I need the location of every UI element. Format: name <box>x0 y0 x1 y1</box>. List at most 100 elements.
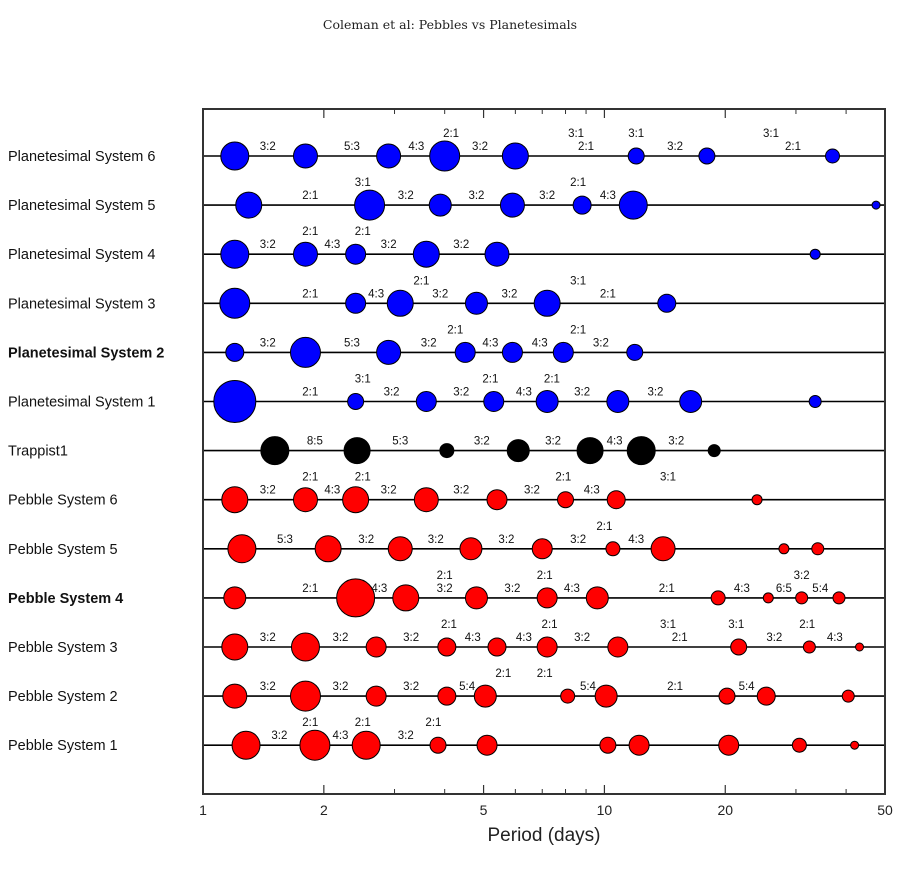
planet-marker <box>832 591 846 605</box>
planet-marker <box>476 734 498 756</box>
resonance-label: 3:2 <box>647 387 663 399</box>
resonance-label: 2:1 <box>570 324 586 336</box>
resonance-label: 4:3 <box>368 288 384 300</box>
resonance-label: 5:3 <box>344 141 360 153</box>
planet-marker <box>343 437 371 465</box>
resonance-label: 3:1 <box>763 128 779 140</box>
resonance-label: 3:1 <box>568 128 584 140</box>
planet-marker <box>219 287 251 319</box>
resonance-label: 4:3 <box>827 632 843 644</box>
system-label: Planetesimal System 5 <box>8 198 155 214</box>
resonance-label: 3:2 <box>668 436 684 448</box>
resonance-label: 3:1 <box>570 275 586 287</box>
resonance-label: 2:1 <box>482 374 498 386</box>
planet-marker <box>289 336 321 368</box>
planet-marker <box>260 436 290 466</box>
resonance-label: 3:2 <box>593 337 609 349</box>
resonance-label: 4:3 <box>564 583 580 595</box>
resonance-label: 4:3 <box>332 730 348 742</box>
resonance-label: 4:3 <box>324 485 340 497</box>
resonance-label: 4:3 <box>628 534 644 546</box>
resonance-label: 3:2 <box>468 190 484 202</box>
resonance-label: 3:2 <box>260 337 276 349</box>
resonance-label: 3:2 <box>794 570 810 582</box>
resonance-label: 3:1 <box>628 128 644 140</box>
planet-marker <box>501 341 523 363</box>
planet-marker <box>626 436 656 466</box>
resonance-label: 3:1 <box>660 472 676 484</box>
x-tick-label: 20 <box>717 802 733 818</box>
resonance-label: 2:1 <box>355 472 371 484</box>
resonance-label: 3:2 <box>260 632 276 644</box>
planet-marker <box>437 637 457 657</box>
planet-marker <box>454 341 476 363</box>
planet-marker <box>850 740 860 750</box>
resonance-label: 2:1 <box>302 387 318 399</box>
planet-marker <box>599 736 617 754</box>
planet-marker <box>220 239 250 269</box>
resonance-label: 3:2 <box>428 534 444 546</box>
system-label: Pebble System 6 <box>8 493 118 509</box>
planet-marker <box>585 586 609 610</box>
system-label: Pebble System 2 <box>8 689 118 705</box>
resonance-label: 2:1 <box>667 681 683 693</box>
resonance-label: 2:1 <box>542 619 558 631</box>
resonance-label: 5:4 <box>739 681 756 693</box>
x-tick-label: 50 <box>877 802 893 818</box>
planet-marker <box>437 686 457 706</box>
planet-marker <box>536 636 558 658</box>
planet-marker <box>557 491 575 509</box>
planet-marker <box>576 437 604 465</box>
planet-marker <box>473 684 497 708</box>
resonance-label: 3:2 <box>437 583 453 595</box>
planet-marker <box>483 391 505 412</box>
planet-marker <box>572 195 592 215</box>
system-label: Pebble System 3 <box>8 640 118 656</box>
planet-marker <box>464 291 488 315</box>
planet-marker <box>222 683 248 709</box>
planet-marker <box>292 487 318 513</box>
resonance-label: 2:1 <box>544 374 560 386</box>
planet-marker <box>499 192 525 218</box>
planet-marker <box>795 591 809 605</box>
resonance-label: 3:2 <box>403 681 419 693</box>
resonance-label: 3:2 <box>766 632 782 644</box>
resonance-label: 3:2 <box>504 583 520 595</box>
system-label: Pebble System 5 <box>8 542 118 558</box>
planet-marker <box>415 391 437 412</box>
resonance-label: 3:2 <box>453 387 469 399</box>
x-ticks-layer: 1 2 5 10 20 50 <box>199 109 893 818</box>
planet-marker <box>314 535 342 563</box>
resonance-label: 5:4 <box>459 681 476 693</box>
resonance-label: 4:3 <box>371 583 387 595</box>
system-row: Pebble System 1 3:2 2:1 4:3 2:1 3:2 2:1 <box>8 717 885 761</box>
planet-marker <box>351 730 381 760</box>
planet-marker <box>533 289 561 317</box>
planet-marker <box>536 587 558 609</box>
planet-marker <box>606 390 630 413</box>
planet-marker <box>292 241 318 267</box>
resonance-label: 2:1 <box>799 619 815 631</box>
planet-marker <box>345 292 367 314</box>
planet-marker <box>535 390 559 413</box>
planet-marker <box>627 147 645 165</box>
resonance-label: 3:2 <box>260 141 276 153</box>
resonance-label: 2:1 <box>302 472 318 484</box>
planet-marker <box>386 289 414 317</box>
resonance-label: 8:5 <box>307 436 323 448</box>
planet-marker <box>392 584 420 612</box>
planet-marker <box>439 443 455 459</box>
planet-marker <box>811 542 825 556</box>
system-row: Pebble System 2 3:2 3:2 3:2 5:4 2:1 2:1 5:4 2:1 5… <box>8 668 885 712</box>
planet-marker <box>594 684 618 708</box>
planet-marker <box>299 729 331 761</box>
resonance-label: 3:2 <box>453 485 469 497</box>
resonance-label: 3:2 <box>570 534 586 546</box>
planet-marker <box>365 685 387 707</box>
resonance-label: 5:3 <box>277 534 293 546</box>
resonance-label: 4:3 <box>532 337 548 349</box>
planet-marker <box>342 486 370 514</box>
planet-marker <box>225 342 245 362</box>
planet-marker <box>657 293 677 313</box>
resonance-label: 2:1 <box>302 717 318 729</box>
